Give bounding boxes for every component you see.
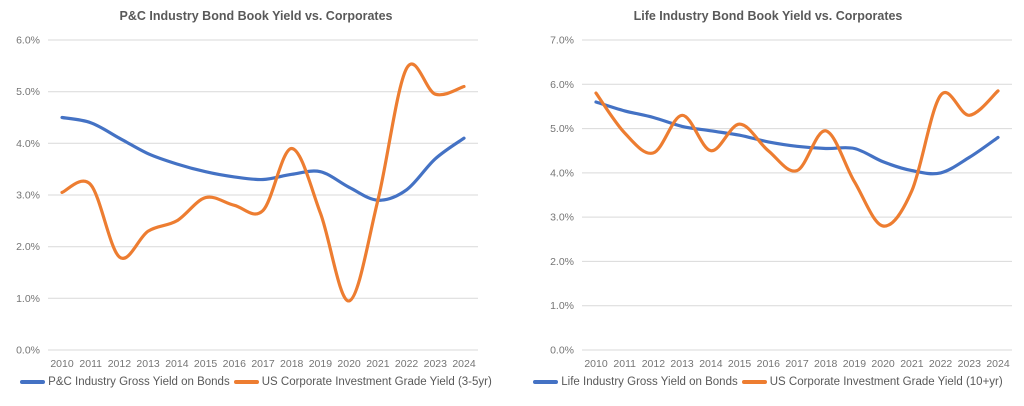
life-chart-panel: Life Industry Bond Book Yield vs. Corpor… <box>512 0 1024 406</box>
x-tick-label: 2024 <box>452 358 476 370</box>
legend-item: P&C Industry Gross Yield on Bonds <box>20 376 230 388</box>
legend-item: US Corporate Investment Grade Yield (3-5… <box>233 376 492 388</box>
legend-label: US Corporate Investment Grade Yield (10+… <box>769 376 1003 388</box>
y-axis-tick-labels: 0.0% 1.0% 2.0% 3.0% 4.0% 5.0% 6.0% 7.0% <box>550 35 574 357</box>
legend-label: Life Industry Gross Yield on Bonds <box>561 376 738 388</box>
y-tick-label: 5.0% <box>16 86 40 98</box>
y-tick-label: 4.0% <box>550 167 574 179</box>
series-line-1 <box>60 62 466 303</box>
x-tick-label: 2014 <box>699 358 723 370</box>
x-tick-label: 2013 <box>136 358 160 370</box>
legend-line-marker-icon <box>233 380 259 384</box>
x-tick-label: 2012 <box>108 358 132 370</box>
life-chart-plot: 0.0% 1.0% 2.0% 3.0% 4.0% 5.0% 6.0% 7.0% 2010 2011… <box>550 35 1012 370</box>
gridlines <box>582 39 1012 351</box>
y-tick-label: 2.0% <box>16 241 40 253</box>
x-tick-label: 2024 <box>986 358 1010 370</box>
y-tick-label: 7.0% <box>550 35 574 47</box>
x-tick-label: 2010 <box>584 358 608 370</box>
y-tick-label: 0.0% <box>16 345 40 357</box>
series-line-0 <box>60 115 466 202</box>
x-axis-tick-labels: 2010 2011 2012 2013 2014 2015 2016 2017 2018 2019… <box>50 358 476 370</box>
x-tick-label: 2022 <box>395 358 419 370</box>
x-tick-label: 2014 <box>165 358 189 370</box>
x-tick-label: 2018 <box>280 358 304 370</box>
x-tick-label: 2015 <box>728 358 752 370</box>
y-tick-label: 3.0% <box>16 190 40 202</box>
legend-label: P&C Industry Gross Yield on Bonds <box>48 376 230 388</box>
y-tick-label: 4.0% <box>16 138 40 150</box>
y-tick-label: 1.0% <box>16 293 40 305</box>
pnc-chart-panel: P&C Industry Bond Book Yield vs. Corpora… <box>0 9 512 388</box>
x-tick-label: 2021 <box>900 358 924 370</box>
x-tick-label: 2016 <box>757 358 781 370</box>
x-tick-label: 2021 <box>366 358 390 370</box>
x-tick-label: 2022 <box>929 358 953 370</box>
y-tick-label: 3.0% <box>550 212 574 224</box>
x-tick-label: 2023 <box>958 358 982 370</box>
pnc-chart-title: P&C Industry Bond Book Yield vs. Corpora… <box>119 9 393 23</box>
legend-item: Life Industry Gross Yield on Bonds <box>533 376 738 388</box>
pnc-chart-legend: P&C Industry Gross Yield on Bonds US Corp… <box>0 376 512 388</box>
legend-item: US Corporate Investment Grade Yield (10+… <box>741 376 1003 388</box>
x-tick-label: 2010 <box>50 358 74 370</box>
x-tick-label: 2013 <box>670 358 694 370</box>
x-tick-label: 2023 <box>424 358 448 370</box>
series-line-1 <box>594 89 1000 228</box>
x-tick-label: 2016 <box>223 358 247 370</box>
x-axis-tick-labels: 2010 2011 2012 2013 2014 2015 2016 2017 2018 2019… <box>584 358 1010 370</box>
legend-label: US Corporate Investment Grade Yield (3-5… <box>261 376 492 388</box>
life-chart-title: Life Industry Bond Book Yield vs. Corpor… <box>633 9 903 23</box>
x-tick-label: 2017 <box>785 358 809 370</box>
legend-line-marker-icon <box>20 380 46 384</box>
y-tick-label: 0.0% <box>550 345 574 357</box>
x-tick-label: 2012 <box>642 358 666 370</box>
y-tick-label: 2.0% <box>550 256 574 268</box>
legend-line-marker-icon <box>741 380 767 384</box>
y-tick-label: 6.0% <box>550 79 574 91</box>
y-axis-tick-labels: 0.0% 1.0% 2.0% 3.0% 4.0% 5.0% 6.0% <box>16 35 40 357</box>
pnc-chart-plot: 0.0% 1.0% 2.0% 3.0% 4.0% 5.0% 6.0% 2010 2011 2012… <box>16 35 478 370</box>
x-tick-label: 2019 <box>843 358 867 370</box>
y-tick-label: 1.0% <box>550 300 574 312</box>
y-tick-label: 6.0% <box>16 35 40 47</box>
y-tick-label: 5.0% <box>550 123 574 135</box>
x-tick-label: 2011 <box>79 358 102 370</box>
series-line-0 <box>594 100 1000 176</box>
x-tick-label: 2011 <box>613 358 636 370</box>
x-tick-label: 2015 <box>194 358 218 370</box>
x-tick-label: 2020 <box>871 358 895 370</box>
x-tick-label: 2017 <box>251 358 275 370</box>
gridlines <box>48 39 478 351</box>
x-tick-label: 2018 <box>814 358 838 370</box>
x-tick-label: 2020 <box>337 358 361 370</box>
x-tick-label: 2019 <box>309 358 333 370</box>
life-chart-legend: Life Industry Gross Yield on Bonds US Cor… <box>512 376 1024 388</box>
legend-line-marker-icon <box>533 380 559 384</box>
